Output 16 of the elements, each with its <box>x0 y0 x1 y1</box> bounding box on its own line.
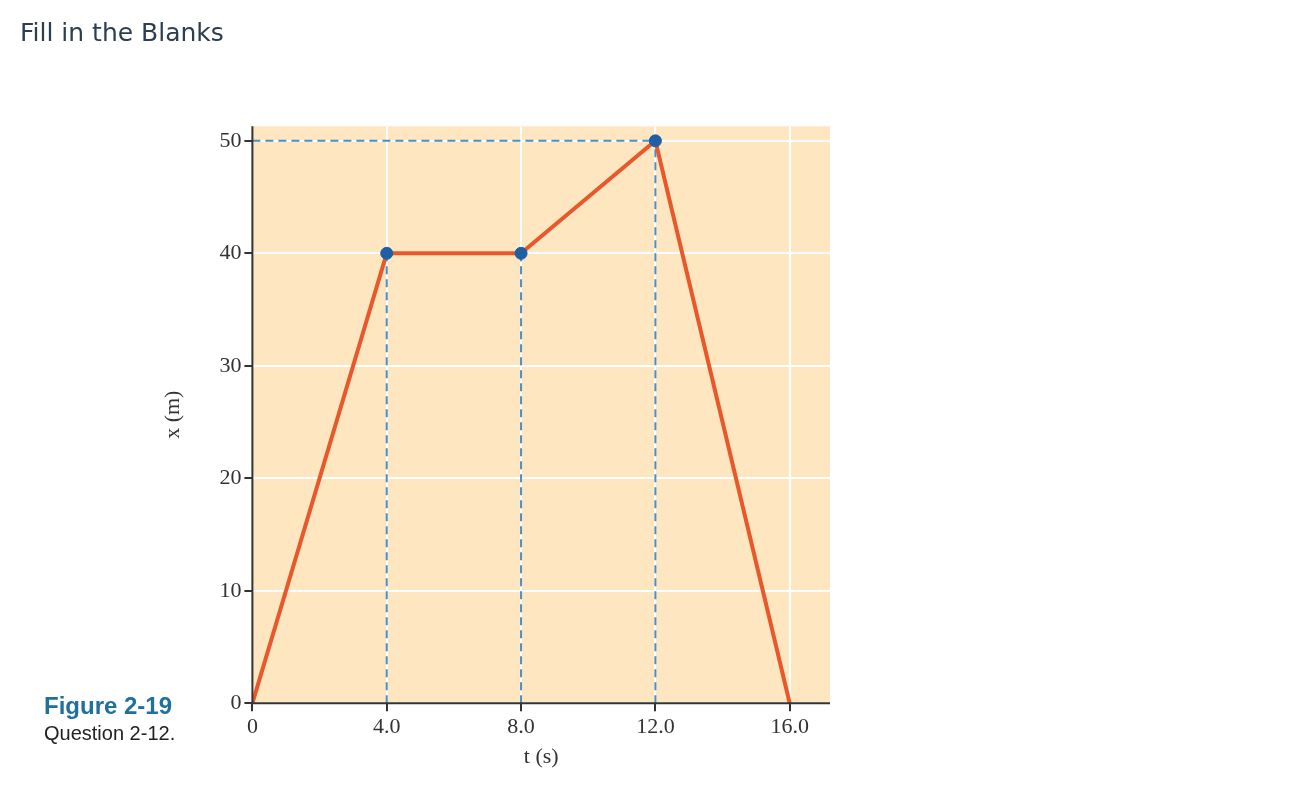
text: Question 2-12. <box>44 722 176 745</box>
x-tick-label: 16.0 <box>770 713 809 739</box>
x-tick-label: 4.0 <box>372 713 401 739</box>
y-tick-label: 10 <box>219 576 242 602</box>
x-tick-label: 12.0 <box>636 713 675 739</box>
y-tick-label: 50 <box>219 126 242 152</box>
x-axis-title: t (s) <box>523 742 559 768</box>
y-axis-title: x (m) <box>158 390 184 439</box>
y-tick-label: 30 <box>219 351 242 377</box>
x-tick-label: 8.0 <box>507 713 535 739</box>
chart-title: Fill in the Blanks <box>20 18 224 47</box>
x-tick-label: 0 <box>246 713 258 739</box>
caption: Figure 2-19 <box>44 692 173 720</box>
y-tick-label: 40 <box>219 239 242 265</box>
y-tick-label: 0 <box>230 688 242 714</box>
y-tick-label: 20 <box>219 464 242 490</box>
